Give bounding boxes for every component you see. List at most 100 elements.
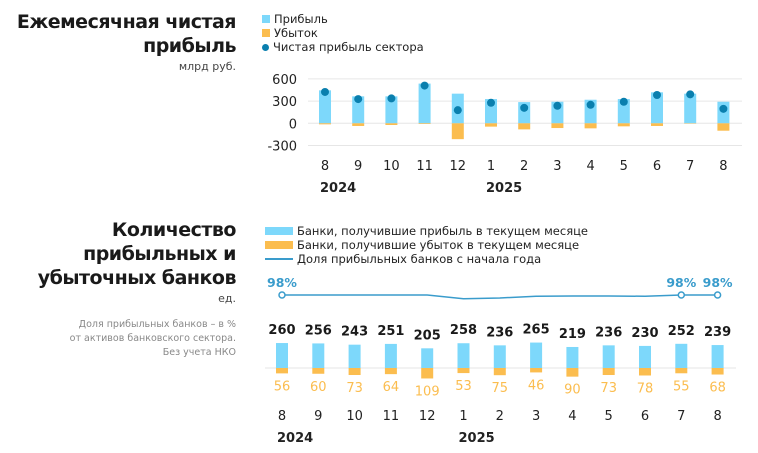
x-tick-label: 7 [677,409,685,424]
legend-net: Чистая прибыль сектора [262,40,424,54]
chart2-unit: ед. [218,292,236,305]
loss-banks-bar [711,368,724,375]
loss-bar [584,123,597,129]
x-tick-label: 1 [487,159,495,174]
y-tick-label: 300 [272,95,297,110]
loss-banks-bar [493,368,506,376]
net-profit-dot [653,90,661,99]
share-label: 98% [267,275,297,290]
profitable-banks-bar [530,342,543,368]
profitable-banks-bar [675,343,688,368]
x-tick-label: 8 [713,409,721,424]
legend-profitable-banks: Банки, получившие прибыль в текущем меся… [265,224,588,238]
legend-share-line [265,258,293,260]
loss-banks-bar [457,368,470,374]
chart1-legend: Прибыль Убыток Чистая прибыль сектора [262,12,424,54]
x-tick-label: 4 [586,159,594,174]
loss-bar [551,123,564,129]
share-line [282,294,718,300]
profitable-banks-bar [312,343,325,368]
y-tick-label: 0 [289,117,297,132]
legend-loss-swatch2 [265,241,293,249]
chart1-title: Ежемесячная чистая прибыль [16,11,237,57]
net-profit-dot [686,90,695,99]
loss-bar [352,123,365,126]
chart2-legend: Банки, получившие прибыль в текущем меся… [265,224,588,266]
legend-profit-swatch [262,15,270,23]
x-tick-label: 2 [496,409,504,424]
loss-count-label: 109 [415,384,440,399]
profitable-banks-bar [639,345,651,368]
legend-loss-swatch [262,29,270,37]
x-tick-label: 9 [354,159,362,174]
net-profit-dot [321,87,329,96]
loss-banks-bar [312,368,325,374]
x-tick-label: 4 [568,409,576,424]
profitable-banks-bar [276,343,288,368]
x-tick-label: 9 [314,409,322,424]
y-tick-label: -300 [267,140,297,155]
profitable-count-label: 205 [414,328,441,343]
profitable-count-label: 260 [268,323,295,338]
loss-bar [418,123,431,124]
profitable-banks-bar [384,343,397,368]
loss-count-label: 73 [346,381,363,396]
profitable-count-label: 258 [450,323,477,338]
x-tick-label: 5 [605,409,613,424]
profitable-count-label: 252 [668,324,695,339]
legend-share-label: Доля прибыльных банков с начала года [297,252,542,266]
loss-banks-bar [602,368,615,376]
loss-bar [518,123,531,130]
profit-bar [684,93,697,124]
x-tick-label: 10 [383,159,400,174]
legend-profit-label: Прибыль [274,12,328,26]
profit-bar [617,99,630,124]
profitable-banks-bar [602,345,615,368]
x-tick-label: 8 [321,159,329,174]
legend-profit: Прибыль [262,12,424,26]
note-line-2: от активов банковского сектора. [69,333,236,344]
legend-profitable-swatch [265,227,293,235]
net-profit-dot [586,100,595,109]
x-tick-label: 12 [450,159,467,174]
legend-profitable-label: Банки, получившие прибыль в текущем меся… [297,224,589,238]
net-profit-dot [619,97,628,106]
x-tick-label: 8 [719,159,727,174]
loss-count-label: 68 [709,381,726,396]
profitable-count-label: 243 [341,325,368,340]
chart2-note: Доля прибыльных банков – в % от активов … [0,318,236,360]
legend-net-dot [262,43,269,51]
net-profit-dot [719,104,728,113]
loss-bar [385,123,398,126]
profit-bar [352,96,365,124]
x-tick-label: 3 [532,409,540,424]
net-profit-dot [420,81,429,90]
net-profit-dot [387,94,396,103]
loss-bar [319,123,331,125]
legend-loss-banks-label: Банки, получившие убыток в текущем месяц… [297,238,580,252]
loss-banks-bar [348,368,361,376]
legend-net-label: Чистая прибыль сектора [273,40,424,54]
loss-count-label: 46 [528,378,545,393]
chart2-title: Количество прибыльных и убыточных банков [37,219,237,289]
x-tick-label: 8 [278,409,286,424]
net-profit-dot [354,95,363,104]
profitable-count-label: 251 [377,324,404,339]
loss-bar [617,123,630,127]
profitable-banks-bar [566,346,579,368]
loss-count-label: 53 [455,379,472,394]
x-tick-label: 11 [383,409,400,424]
x-tick-label: 7 [686,159,694,174]
net-profit-dot [453,106,462,115]
profitable-banks-bar [421,348,434,368]
profitable-count-label: 265 [523,323,550,338]
profit-bar [319,90,331,124]
loss-banks-bar [639,368,651,376]
profit-bar [651,92,663,124]
profitable-banks-bar [493,345,506,368]
x-tick-label: 1 [459,409,467,424]
profitable-count-label: 236 [595,325,622,340]
loss-banks-bar [675,368,688,374]
loss-bar [485,123,497,127]
